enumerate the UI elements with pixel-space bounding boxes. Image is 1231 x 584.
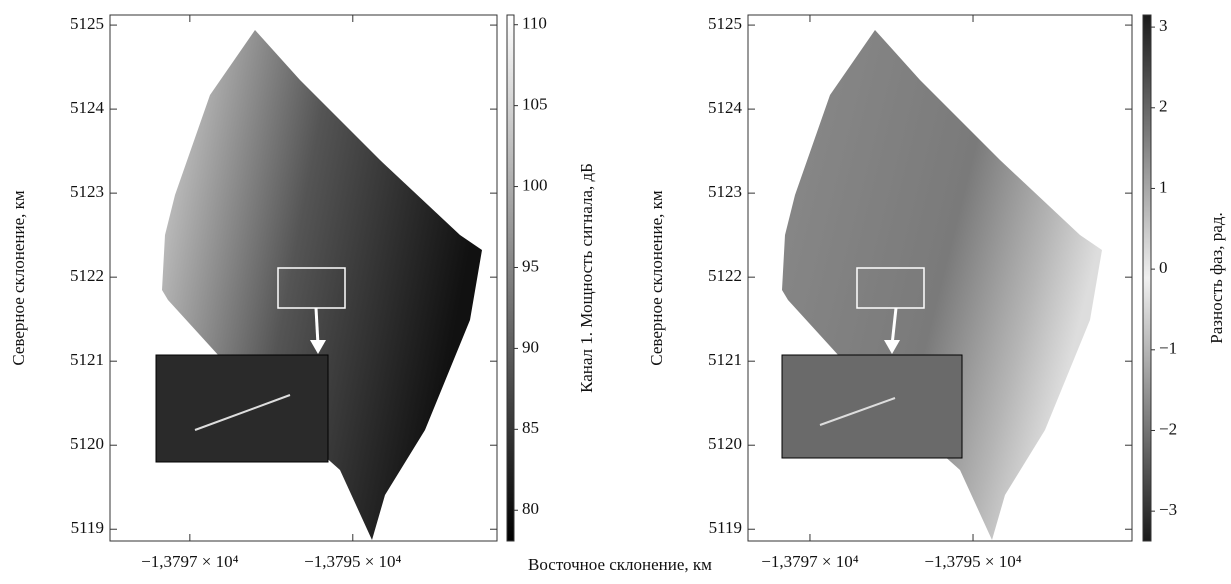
swath-image [782,30,1102,540]
y-tick-label: 5124 [70,98,105,117]
colorbar [507,15,514,541]
y-tick-label: 5122 [708,266,742,285]
x-tick-label: −1,3795 × 10⁴ [304,552,401,571]
y-tick-label: 5119 [709,518,742,537]
x-tick-label: −1,3795 × 10⁴ [924,552,1021,571]
y-tick-label: 5123 [70,182,104,201]
x-tick-label: −1,3797 × 10⁴ [141,552,238,571]
x-tick-label: −1,3797 × 10⁴ [761,552,858,571]
colorbar-label: Канал 1. Мощность сигнала, дБ [577,163,596,393]
figure: Восточное склонение, км 5119 5120 5121 5122… [0,0,1231,579]
colorbar-tick-label: 105 [522,95,548,114]
colorbar-tick-label: 0 [1159,258,1168,277]
y-tick-label: 5122 [70,266,104,285]
y-tick-label: 5121 [70,350,104,369]
y-tick-label: 5119 [71,518,104,537]
y-tick-label: 5121 [708,350,742,369]
colorbar-tick-label: −1 [1159,339,1177,358]
y-tick-label: 5123 [708,182,742,201]
y-tick-label: 5120 [708,434,742,453]
colorbar-tick-label: 3 [1159,16,1168,35]
colorbar [1143,15,1151,541]
x-axis-label: Восточное склонение, км [528,555,712,574]
y-tick-label: 5124 [708,98,743,117]
colorbar-tick-label: 2 [1159,97,1168,116]
y-tick-label: 5125 [70,14,104,33]
colorbar-tick-label: 110 [522,14,547,33]
colorbar-tick-label: 90 [522,337,539,356]
swath-image [156,30,482,540]
colorbar-tick-label: −2 [1159,419,1177,438]
y-tick-label: 5120 [70,434,104,453]
colorbar-tick-label: 100 [522,175,548,194]
colorbar-tick-label: 85 [522,418,539,437]
y-tick-label: 5125 [708,14,742,33]
colorbar-label: Разность фаз, рад. [1207,212,1226,343]
y-axis-label: Северное склонение, км [9,190,28,366]
colorbar-tick-label: 1 [1159,177,1168,196]
colorbar-tick-label: −3 [1159,500,1177,519]
colorbar-tick-label: 95 [522,256,539,275]
colorbar-tick-label: 80 [522,499,539,518]
y-axis-label: Северное склонение, км [647,190,666,366]
